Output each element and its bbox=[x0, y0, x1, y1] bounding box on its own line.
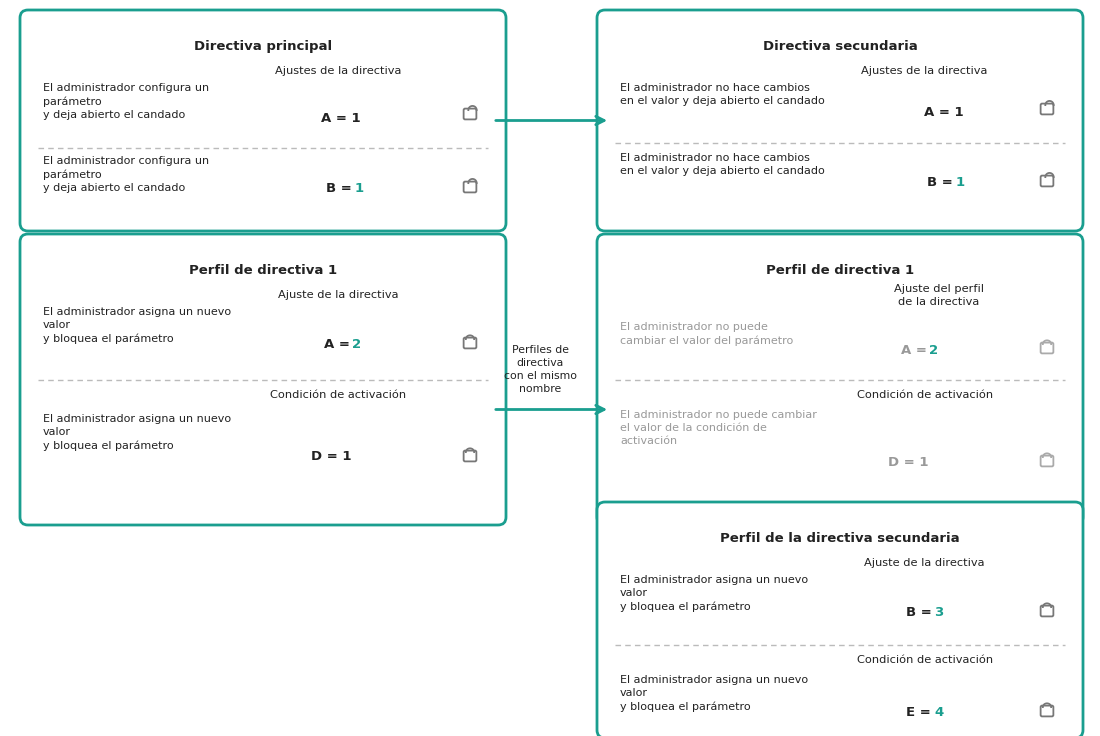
Text: Ajuste de la directiva: Ajuste de la directiva bbox=[865, 558, 984, 568]
Text: Perfil de la directiva secundaria: Perfil de la directiva secundaria bbox=[720, 532, 960, 545]
Text: El administrador no hace cambios
en el valor y deja abierto el candado: El administrador no hace cambios en el v… bbox=[620, 83, 825, 106]
Text: A =: A = bbox=[901, 344, 932, 356]
Text: 4: 4 bbox=[934, 707, 944, 720]
Text: D = 1: D = 1 bbox=[311, 450, 351, 464]
Text: Perfil de directiva 1: Perfil de directiva 1 bbox=[189, 264, 337, 277]
Text: El administrador asigna un nuevo
valor
y bloquea el parámetro: El administrador asigna un nuevo valor y… bbox=[620, 675, 808, 712]
Text: Perfil de directiva 1: Perfil de directiva 1 bbox=[766, 264, 914, 277]
Text: El administrador no hace cambios
en el valor y deja abierto el candado: El administrador no hace cambios en el v… bbox=[620, 153, 825, 176]
Text: Perfiles de
directiva
con el mismo
nombre: Perfiles de directiva con el mismo nombr… bbox=[504, 344, 576, 394]
Text: 1: 1 bbox=[955, 177, 965, 189]
FancyBboxPatch shape bbox=[597, 10, 1084, 231]
Text: El administrador configura un
parámetro
y deja abierto el candado: El administrador configura un parámetro … bbox=[43, 156, 209, 193]
Text: Condición de activación: Condición de activación bbox=[857, 390, 992, 400]
Text: Directiva principal: Directiva principal bbox=[194, 40, 332, 53]
Text: El administrador no puede cambiar
el valor de la condición de
activación: El administrador no puede cambiar el val… bbox=[620, 410, 817, 447]
Text: B =: B = bbox=[327, 182, 356, 194]
Text: A = 1: A = 1 bbox=[924, 107, 964, 119]
Text: Ajustes de la directiva: Ajustes de la directiva bbox=[861, 66, 988, 76]
Text: Ajustes de la directiva: Ajustes de la directiva bbox=[275, 66, 402, 76]
Text: El administrador asigna un nuevo
valor
y bloquea el parámetro: El administrador asigna un nuevo valor y… bbox=[620, 575, 808, 612]
Text: 2: 2 bbox=[352, 339, 362, 352]
Text: Directiva secundaria: Directiva secundaria bbox=[762, 40, 917, 53]
FancyBboxPatch shape bbox=[597, 502, 1084, 736]
Text: B =: B = bbox=[927, 177, 957, 189]
FancyBboxPatch shape bbox=[597, 234, 1084, 525]
Text: El administrador asigna un nuevo
valor
y bloquea el parámetro: El administrador asigna un nuevo valor y… bbox=[43, 414, 231, 451]
Text: D = 1: D = 1 bbox=[888, 456, 928, 469]
FancyBboxPatch shape bbox=[20, 10, 506, 231]
Text: B =: B = bbox=[905, 606, 936, 620]
Text: 3: 3 bbox=[934, 606, 944, 620]
Text: Ajuste del perfil
de la directiva: Ajuste del perfil de la directiva bbox=[893, 284, 983, 307]
Text: 1: 1 bbox=[354, 182, 364, 194]
Text: Condición de activación: Condición de activación bbox=[857, 655, 992, 665]
Text: A = 1: A = 1 bbox=[321, 111, 361, 124]
Text: El administrador no puede
cambiar el valor del parámetro: El administrador no puede cambiar el val… bbox=[620, 322, 793, 346]
Text: A =: A = bbox=[324, 339, 354, 352]
Text: 2: 2 bbox=[930, 344, 938, 356]
Text: Ajuste de la directiva: Ajuste de la directiva bbox=[278, 290, 398, 300]
Text: Condición de activación: Condición de activación bbox=[271, 390, 406, 400]
FancyBboxPatch shape bbox=[20, 234, 506, 525]
Text: El administrador configura un
parámetro
y deja abierto el candado: El administrador configura un parámetro … bbox=[43, 83, 209, 120]
Text: E =: E = bbox=[905, 707, 935, 720]
Text: El administrador asigna un nuevo
valor
y bloquea el parámetro: El administrador asigna un nuevo valor y… bbox=[43, 307, 231, 344]
